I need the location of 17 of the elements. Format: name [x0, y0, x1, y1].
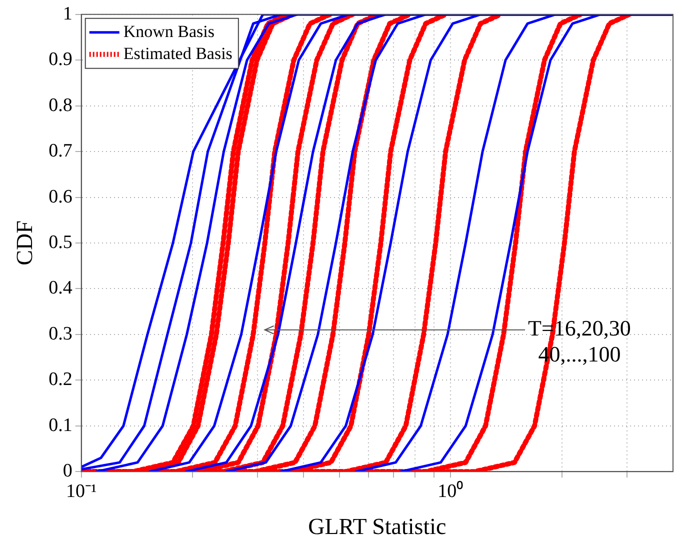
y-tick-label: 0.1: [48, 414, 72, 436]
y-tick-label: 0.5: [48, 232, 72, 253]
y-tick-label: 0.8: [48, 94, 72, 116]
y-tick-label: 0.3: [48, 323, 72, 344]
legend-label: Known Basis: [123, 22, 215, 41]
y-tick-label: 1: [62, 3, 72, 24]
legend-label: Estimated Basis: [123, 44, 232, 63]
x-tick-label: 10⁰: [438, 480, 464, 502]
x-axis-title: GLRT Statistic: [308, 514, 446, 540]
y-tick-label: 0.4: [48, 278, 73, 299]
y-tick-label: 0.2: [48, 369, 72, 390]
y-tick-label: 0.7: [48, 140, 72, 162]
x-tick-label: 10⁻¹: [66, 480, 97, 502]
y-tick-label: 0: [62, 460, 72, 482]
y-tick-label: 0.6: [48, 186, 72, 208]
y-axis-title: CDF: [12, 220, 37, 266]
y-tick-label: 0.9: [48, 49, 72, 70]
